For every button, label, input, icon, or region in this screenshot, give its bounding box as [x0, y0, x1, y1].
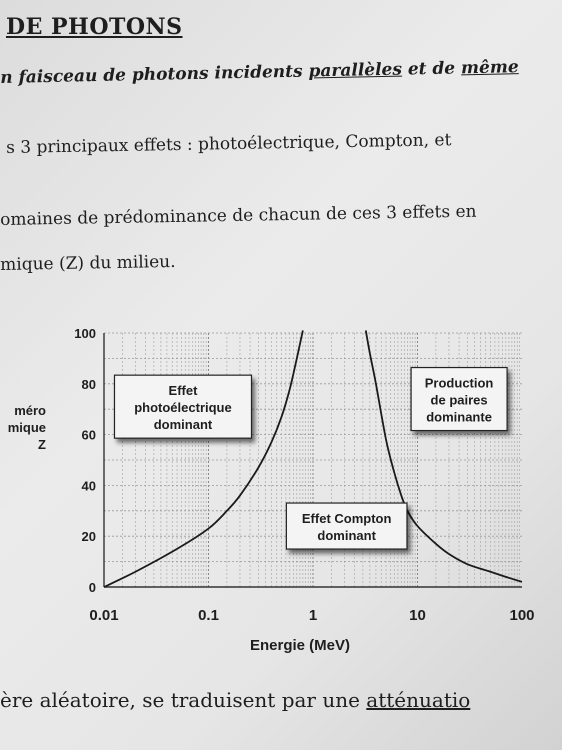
- boundary-curve-2: [364, 330, 523, 583]
- y-axis-label: méro mique Z: [0, 402, 46, 453]
- annotation-text: Production: [425, 376, 494, 391]
- y-tick-label: 40: [82, 478, 96, 493]
- curves: [103, 330, 523, 588]
- x-tick-label: 10: [409, 607, 426, 624]
- annotation-text: Effet: [169, 383, 199, 398]
- y-axis-label-line-2: mique: [7, 420, 46, 435]
- y-tick-label: 20: [82, 529, 96, 544]
- y-tick-label: 0: [89, 580, 96, 595]
- axes: [103, 333, 522, 588]
- annotation-frame: [410, 366, 508, 432]
- x-tick-label: 0.1: [198, 607, 219, 624]
- tick-labels: 0 20 40 60 80 100 0.01 0.1 1 10 100: [74, 326, 534, 624]
- annotation-text: dominante: [426, 410, 492, 425]
- annotation-frame: [285, 502, 408, 550]
- text-line-5-underlined: atténuatio: [366, 688, 471, 712]
- annotation-text: photoélectrique: [134, 400, 232, 415]
- y-axis-label-line-1: méro: [14, 403, 46, 418]
- text-line-5-start: ère aléatoire, se traduisent par une: [0, 688, 367, 712]
- boundary-curve-1: [103, 330, 304, 588]
- section-title: DE PHOTONS: [6, 14, 183, 40]
- y-tick-label: 60: [82, 428, 96, 443]
- y-tick-label: 100: [74, 326, 96, 341]
- annotation-text: de paires: [431, 393, 488, 408]
- annotation-text: dominant: [154, 417, 213, 432]
- y-tick-label: 80: [82, 377, 96, 392]
- annotation-frame: [113, 374, 253, 439]
- text-line-5: ère aléatoire, se traduisent par une att…: [0, 688, 470, 712]
- annotation-text: Effet Compton: [302, 511, 392, 526]
- annotation-box-1: Effet photoélectrique dominant: [113, 374, 253, 439]
- y-axis-label-line-3: Z: [38, 437, 46, 452]
- annotation-box-2: Effet Compton dominant: [285, 502, 408, 550]
- x-tick-label: 1: [309, 607, 317, 624]
- annotation-box-3: Production de paires dominante: [410, 366, 508, 432]
- x-axis-label: Energie (MeV): [250, 637, 350, 654]
- annotation-text: dominant: [317, 528, 376, 543]
- x-tick-label: 0.01: [89, 607, 118, 624]
- x-tick-label: 100: [509, 607, 534, 624]
